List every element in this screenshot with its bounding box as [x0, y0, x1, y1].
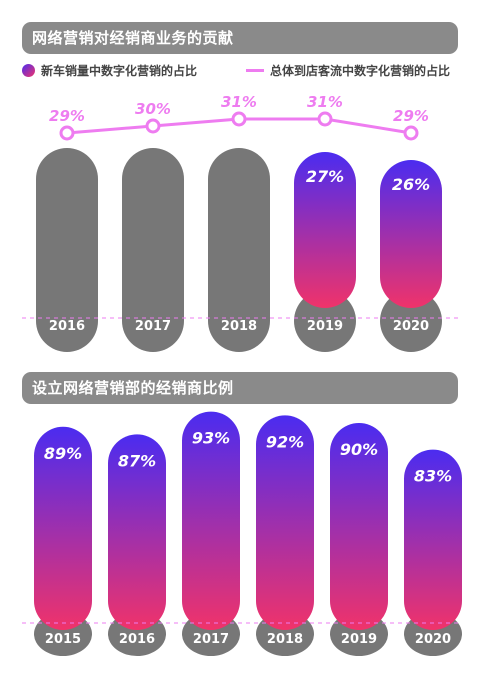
- x-tick-2020: 2020: [415, 632, 451, 647]
- legend-label-line: 总体到店客流中数字化营销的占比: [270, 64, 451, 78]
- bar-label-2015: 89%: [44, 444, 82, 463]
- x-tick-2016: 2016: [49, 319, 85, 334]
- line-label-2020: 29%: [393, 107, 429, 125]
- legend-gradient-dot-icon: [22, 64, 35, 77]
- x-tick-2018: 2018: [267, 632, 303, 647]
- bar-value-2020: [380, 160, 442, 308]
- x-tick-2016: 2016: [119, 632, 155, 647]
- line-label-2018: 31%: [221, 93, 257, 111]
- bar-value-2015: [34, 426, 92, 630]
- x-tick-2017: 2017: [193, 632, 229, 647]
- line-point-2016: [59, 125, 75, 141]
- x-tick-2015: 2015: [45, 632, 81, 647]
- bar-value-2019: [330, 423, 388, 630]
- bar-label-2020: 26%: [392, 175, 430, 194]
- bar-label-2016: 87%: [118, 451, 156, 470]
- x-tick-2017: 2017: [135, 319, 171, 334]
- bar-gray-2018: [208, 148, 270, 352]
- bar-base-2020: [380, 290, 442, 352]
- bar-value-2019: [294, 152, 356, 308]
- bar-base-2019: [294, 290, 356, 352]
- bar-label-2020: 83%: [414, 467, 452, 486]
- legend-item-bars: 新车销量中数字化营销的占比: [22, 62, 197, 79]
- line-point-2018: [231, 111, 247, 127]
- line-point-2019: [317, 111, 333, 127]
- bar-label-2019: 90%: [340, 440, 378, 459]
- line-label-2017: 30%: [135, 100, 171, 118]
- line-label-2016: 29%: [49, 107, 85, 125]
- bar-label-2017: 93%: [192, 429, 230, 448]
- bar-gray-2016: [36, 148, 98, 352]
- bar-value-2020: [404, 449, 462, 630]
- x-tick-2019: 2019: [307, 319, 343, 334]
- legend-line-icon: [246, 69, 264, 72]
- legend-item-line: 总体到店客流中数字化营销的占比: [246, 62, 450, 79]
- x-tick-2018: 2018: [221, 319, 257, 334]
- x-tick-2019: 2019: [341, 632, 377, 647]
- line-point-2020: [403, 125, 419, 141]
- bar-value-2016: [108, 434, 166, 630]
- legend-label-bars: 新车销量中数字化营销的占比: [41, 64, 198, 78]
- bar-value-2018: [256, 415, 314, 630]
- chart2-title: 设立网络营销部的经销商比例: [22, 372, 458, 404]
- bar-label-2018: 92%: [266, 432, 304, 451]
- line-label-2019: 31%: [307, 93, 343, 111]
- bar-label-2019: 27%: [306, 167, 344, 186]
- bar-value-2017: [182, 411, 240, 630]
- x-tick-2020: 2020: [393, 319, 429, 334]
- line-point-2017: [145, 118, 161, 134]
- chart1-title: 网络营销对经销商业务的贡献: [22, 22, 458, 54]
- bar-gray-2017: [122, 148, 184, 352]
